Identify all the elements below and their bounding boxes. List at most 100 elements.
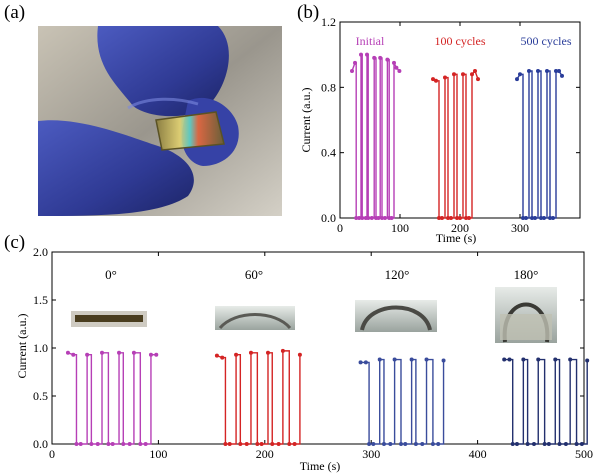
data-point (371, 442, 376, 446)
data-point (280, 348, 285, 353)
data-point (518, 72, 522, 77)
y-tick-label: 2.0 (33, 245, 48, 259)
bend-angle-label: 120° (385, 267, 410, 282)
data-point (527, 69, 531, 73)
data-point (372, 55, 377, 60)
data-point (449, 216, 453, 220)
data-point (473, 69, 477, 73)
data-point (585, 358, 590, 363)
data-point (85, 352, 90, 357)
panel-label-c: (c) (4, 232, 26, 253)
data-point (443, 75, 447, 80)
data-point (154, 352, 159, 357)
data-point (440, 216, 444, 220)
series-line (516, 70, 563, 219)
x-tick-label: 100 (391, 221, 409, 235)
legend-entry: Initial (356, 34, 385, 48)
data-point (110, 442, 115, 446)
data-point (74, 442, 79, 446)
data-point (276, 442, 281, 446)
data-point (350, 69, 354, 73)
data-point (455, 216, 459, 220)
data-point (431, 77, 435, 82)
data-point (409, 357, 414, 362)
data-point (557, 69, 561, 73)
data-point (389, 216, 394, 220)
data-point (292, 442, 297, 446)
data-point (397, 69, 402, 73)
x-tick-label: 300 (511, 221, 529, 235)
data-point (358, 360, 363, 365)
data-point (100, 350, 105, 355)
data-point (551, 216, 555, 220)
data-point (270, 442, 275, 446)
data-point (398, 442, 403, 446)
data-point (403, 442, 408, 446)
data-point (533, 216, 537, 220)
y-tick-label: 1.2 (321, 15, 336, 29)
y-tick-label: 0.8 (321, 80, 336, 94)
data-point (464, 216, 468, 220)
data-point (413, 442, 418, 446)
y-tick-label: 0.0 (33, 437, 48, 451)
chart-c-ticks: 0 100 200 300 400 500 0.0 0.5 1.0 1.5 2.0 (33, 245, 593, 461)
data-point (441, 358, 446, 363)
chart-b-xlabel: Time (s) (436, 231, 477, 245)
device-photo (38, 26, 282, 216)
chart-c-axes (51, 251, 585, 445)
data-point (117, 350, 122, 355)
data-point (530, 216, 534, 220)
data-point (353, 60, 357, 65)
series-line (216, 350, 301, 445)
bend-angle-label: 180° (514, 267, 539, 282)
data-point (385, 57, 390, 62)
data-point (430, 442, 435, 446)
data-point (127, 442, 132, 446)
data-point (467, 216, 471, 220)
data-point (557, 442, 562, 446)
series-line (432, 69, 479, 219)
data-point (436, 442, 441, 446)
data-point (214, 353, 219, 358)
data-point (461, 72, 465, 77)
data-point (143, 442, 148, 446)
panel-label-b: (b) (297, 2, 320, 23)
data-point (287, 442, 292, 446)
plot-frame (51, 251, 585, 445)
data-point (524, 216, 528, 220)
data-point (297, 352, 302, 357)
data-point (369, 216, 374, 220)
data-point (244, 442, 249, 446)
y-tick-label: 0.0 (321, 211, 336, 225)
data-point (542, 442, 547, 446)
panel-label-a: (a) (4, 2, 26, 23)
bend-photo-0 (71, 311, 147, 327)
data-point (95, 442, 100, 446)
data-point (367, 442, 372, 446)
data-point (89, 442, 94, 446)
y-tick-label: 1.5 (33, 293, 48, 307)
data-point (65, 350, 70, 355)
data-point (376, 216, 381, 220)
data-point (437, 216, 441, 220)
data-point (365, 52, 369, 57)
y-tick-label: 1.0 (33, 341, 48, 355)
data-point (394, 65, 399, 70)
data-point (434, 78, 438, 83)
data-point (259, 442, 264, 446)
data-point (507, 357, 512, 362)
data-point (131, 350, 136, 355)
data-point (255, 442, 260, 446)
data-point (383, 216, 387, 220)
data-point (220, 355, 225, 360)
chart-c-series (65, 348, 590, 446)
data-point (78, 442, 83, 446)
x-tick-label: 0 (49, 447, 55, 461)
x-tick-label: 400 (469, 447, 487, 461)
data-point (470, 72, 474, 77)
data-point (138, 442, 143, 446)
data-point (223, 442, 228, 446)
data-point (554, 69, 558, 73)
data-point (392, 357, 397, 362)
data-point (553, 357, 558, 362)
